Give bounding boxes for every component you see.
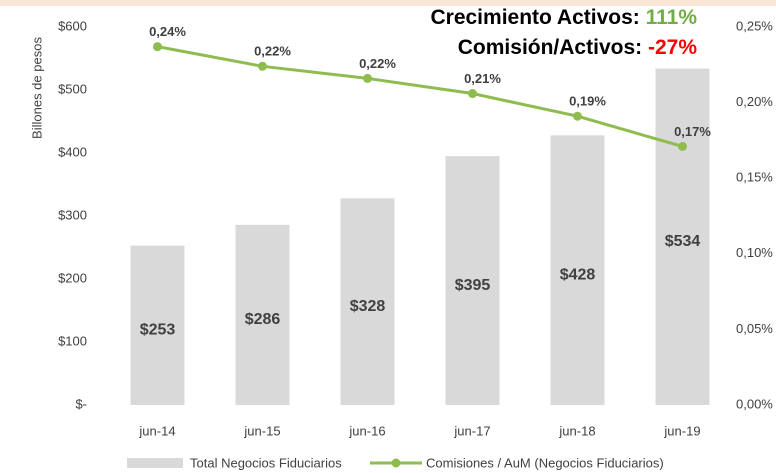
bar (655, 68, 710, 405)
legend-swatch (127, 458, 183, 468)
legend-label: Comisiones / AuM (Negocios Fiduciarios) (426, 455, 664, 470)
bar-value-label: $286 (245, 311, 281, 328)
x-tick-label: jun-18 (558, 423, 595, 438)
line-marker (258, 61, 267, 71)
top-band (0, 0, 776, 6)
bar (130, 245, 185, 405)
x-tick-label: jun-14 (138, 423, 175, 438)
line-value-label: 0,21% (464, 71, 501, 86)
annotation: Crecimiento Activos: 111% (430, 6, 697, 29)
y2-tick-label: 0,25% (736, 18, 773, 33)
line-marker (678, 141, 687, 151)
y2-tick-label: 0,15% (736, 170, 773, 185)
line-value-label: 0,22% (359, 56, 396, 71)
line-marker (153, 42, 162, 52)
y-tick-label: $- (75, 396, 87, 411)
line-value-label: 0,22% (254, 44, 291, 59)
y2-tick-label: 0,05% (736, 321, 773, 336)
y-tick-label: $500 (58, 81, 87, 96)
bar (340, 198, 395, 405)
line (157, 45, 683, 148)
y2-tick-label: 0,20% (736, 94, 773, 109)
bar (445, 156, 500, 405)
x-tick-label: jun-19 (663, 423, 700, 438)
line-value-label: 0,24% (149, 24, 186, 39)
x-tick-label: jun-16 (348, 423, 385, 438)
bar (550, 135, 605, 406)
y-tick-label: $300 (58, 207, 87, 222)
annotation-text: Crecimiento Activos: (430, 6, 645, 29)
bar (235, 224, 290, 405)
line-marker (573, 111, 582, 121)
y2-tick-label: 0,10% (736, 245, 773, 260)
legend-label: Total Negocios Fiduciarios (190, 455, 342, 470)
x-tick-label: jun-17 (453, 423, 490, 438)
annotation-value: -27% (648, 36, 697, 59)
y-tick-label: $600 (58, 18, 87, 33)
annotation-value: 111% (646, 6, 698, 29)
line-marker (468, 89, 477, 99)
bar-value-label: $253 (140, 322, 176, 339)
y-tick-label: $400 (58, 144, 87, 159)
bar-value-label: $428 (560, 266, 596, 283)
y-axis-label: Billones de pesos (29, 37, 44, 139)
y-tick-label: $100 (58, 333, 87, 348)
line-marker (363, 73, 372, 83)
bar-value-label: $328 (350, 298, 386, 315)
bar-value-label: $534 (665, 233, 701, 250)
line-value-label: 0,19% (569, 94, 606, 109)
annotation: Comisión/Activos: -27% (458, 36, 698, 59)
annotation-text: Comisión/Activos: (458, 36, 648, 59)
x-tick-label: jun-15 (243, 423, 280, 438)
y2-tick-label: 0,00% (736, 396, 773, 411)
bar-value-label: $395 (455, 277, 491, 294)
y-tick-label: $200 (58, 270, 87, 285)
legend-marker (391, 458, 401, 468)
line-value-label: 0,17% (674, 124, 711, 139)
